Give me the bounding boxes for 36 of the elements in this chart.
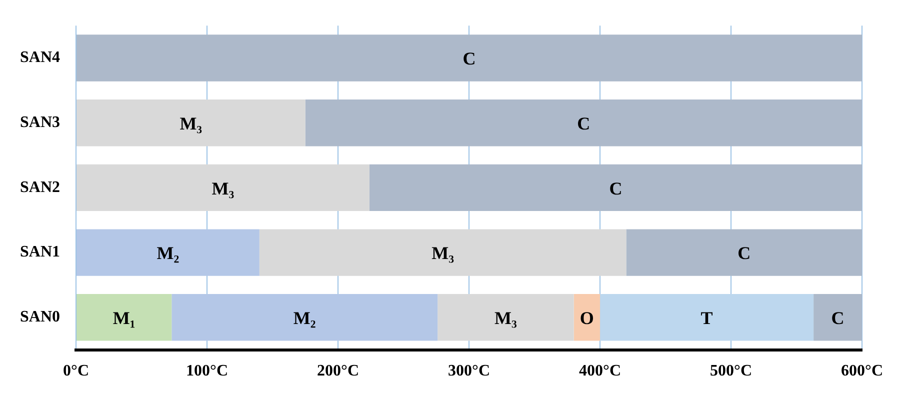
data-label: C <box>462 48 476 69</box>
bar <box>600 294 814 341</box>
data-label: C <box>738 243 751 264</box>
bar <box>172 294 438 341</box>
bar <box>814 294 862 341</box>
x-tick-label: 0°C <box>63 362 89 380</box>
x-tick-label: 300°C <box>448 362 490 380</box>
x-tick-label: 200°C <box>317 362 359 380</box>
bar <box>76 294 172 341</box>
data-label: M₃ <box>180 114 203 134</box>
y-tick-label: SAN4 <box>20 49 60 66</box>
y-tick-label: SAN2 <box>20 178 60 196</box>
bar <box>369 164 862 212</box>
y-tick-label: SAN0 <box>20 308 60 326</box>
x-tick-label: 500°C <box>710 362 752 380</box>
bar <box>76 100 306 146</box>
data-label: M₂ <box>293 308 316 328</box>
x-tick-label: 400°C <box>579 362 621 380</box>
data-label: O <box>580 308 594 328</box>
bar <box>76 229 260 276</box>
data-label: C <box>609 178 622 198</box>
bar <box>305 100 862 146</box>
y-tick-label: SAN3 <box>20 114 60 131</box>
data-label: M₃ <box>212 178 235 198</box>
bar <box>76 164 370 212</box>
y-tick-label: SAN1 <box>20 244 60 261</box>
data-label: C <box>831 308 844 328</box>
data-label: M₂ <box>156 243 180 264</box>
data-label: T <box>700 308 713 328</box>
x-tick-label: 600°C <box>841 362 883 380</box>
data-label: M₃ <box>432 243 455 264</box>
data-label: C <box>577 114 590 134</box>
x-tick-label: 100°C <box>186 362 228 380</box>
data-label: M₁ <box>112 308 136 328</box>
data-label: M₃ <box>494 308 518 328</box>
bar <box>574 294 600 341</box>
